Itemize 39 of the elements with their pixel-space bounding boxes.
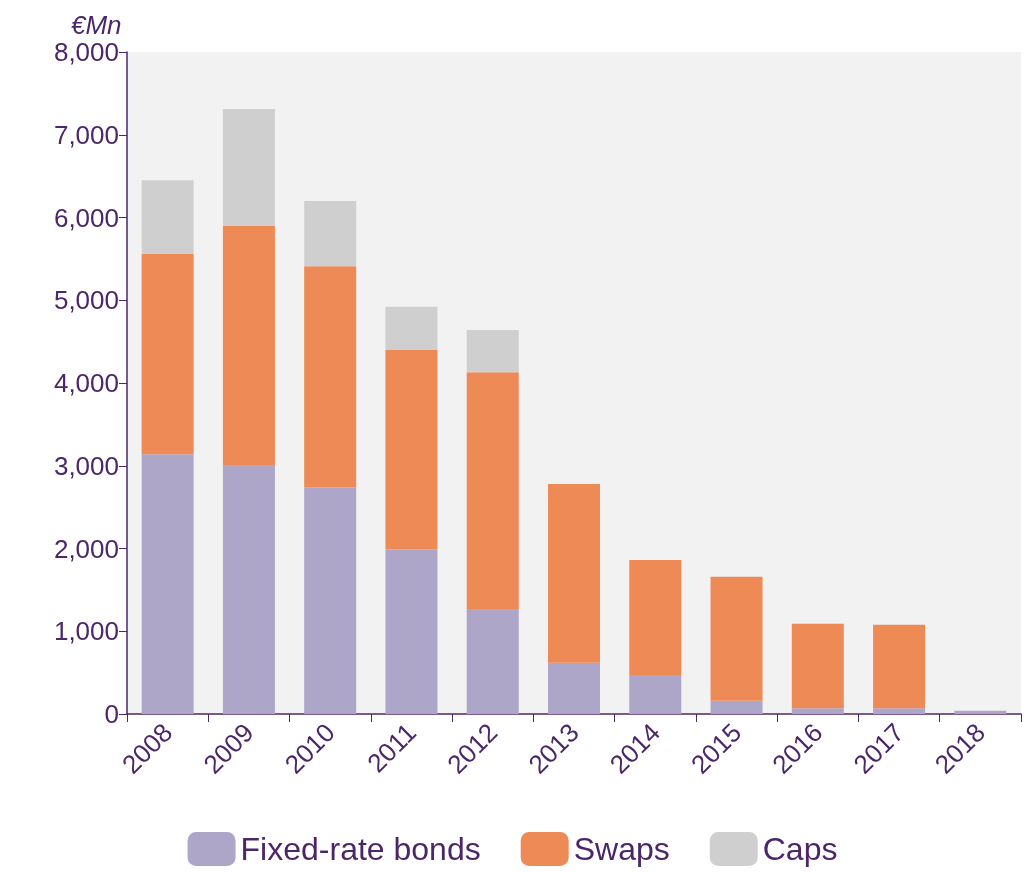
bar xyxy=(141,454,194,714)
y-tick-label: 7,000 xyxy=(53,119,119,150)
bar xyxy=(710,576,763,701)
bar xyxy=(385,306,438,350)
legend-label: Fixed-rate bonds xyxy=(240,831,481,867)
bar xyxy=(141,180,194,254)
y-tick-label: 0 xyxy=(104,699,119,729)
bar xyxy=(385,549,438,714)
bar xyxy=(466,608,519,714)
bar xyxy=(710,700,763,714)
y-tick-label: 5,000 xyxy=(53,285,119,316)
bar xyxy=(222,109,275,226)
bar xyxy=(873,708,926,714)
legend-label: Swaps xyxy=(573,831,670,867)
bar xyxy=(954,710,1007,714)
y-tick-label: 8,000 xyxy=(53,37,119,67)
y-tick-label: 4,000 xyxy=(53,368,119,398)
y-tick-label: 6,000 xyxy=(53,202,119,233)
bar xyxy=(222,225,275,465)
bar xyxy=(304,266,357,488)
bar xyxy=(791,623,844,709)
bar xyxy=(304,487,357,714)
bar xyxy=(141,253,194,455)
bar xyxy=(547,483,601,663)
y-tick-label: 3,000 xyxy=(53,450,119,481)
y-tick-label: 1,000 xyxy=(53,616,119,647)
bar xyxy=(466,372,519,609)
y-tick-label: 2,000 xyxy=(53,533,119,564)
bar xyxy=(466,330,519,373)
bar xyxy=(385,349,438,550)
bar xyxy=(629,560,682,676)
bar xyxy=(791,708,844,714)
bar xyxy=(304,200,357,267)
legend-label: Caps xyxy=(762,831,838,867)
bar xyxy=(629,675,682,714)
bar xyxy=(222,464,275,714)
bar xyxy=(873,624,926,709)
y-axis-title: €Mn xyxy=(71,10,122,40)
bar xyxy=(547,662,601,714)
